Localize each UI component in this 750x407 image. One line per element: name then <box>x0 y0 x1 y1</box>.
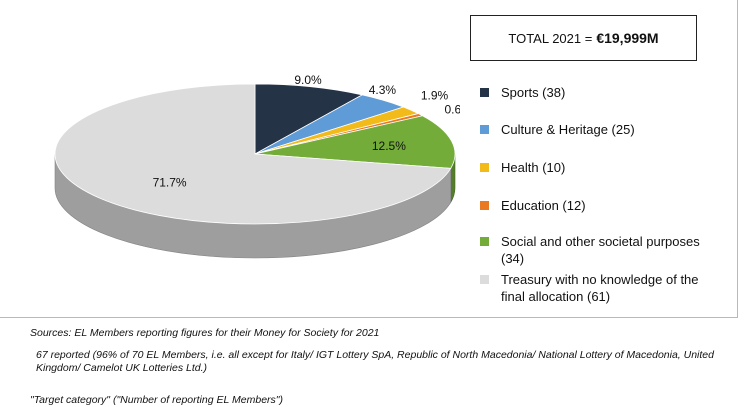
legend-swatch <box>480 163 489 172</box>
legend-swatch <box>480 275 489 284</box>
legend-item-treasury: Treasury with no knowledge of the final … <box>480 271 706 305</box>
pie-slice <box>254 115 456 169</box>
slice-value-label: 0.6% <box>445 103 460 117</box>
total-box: TOTAL 2021 = €19,999M <box>470 15 697 61</box>
key-note: "Target category" ("Number of reporting … <box>30 394 284 406</box>
legend-label: Education (12) <box>501 198 586 213</box>
legend-item-health: Health (10) <box>480 159 706 176</box>
footnotes: Sources: EL Members reporting figures fo… <box>30 327 740 406</box>
legend-label: Social and other societal purposes (34) <box>501 234 700 266</box>
legend-label: Sports (38) <box>501 85 566 100</box>
legend-label: Treasury with no knowledge of the final … <box>501 272 699 304</box>
slice-value-label: 9.0% <box>294 73 322 87</box>
legend-item-culture-heritage: Culture & Heritage (25) <box>480 121 706 138</box>
pie-chart-3d: 9.0% 4.3% 1.9%0.6% 12.5% 71.7% <box>54 73 460 259</box>
legend-label: Culture & Heritage (25) <box>501 122 635 137</box>
legend-swatch <box>480 201 489 210</box>
legend-swatch <box>480 237 489 246</box>
legend-swatch <box>480 125 489 134</box>
legend-item-social: Social and other societal purposes (34) <box>480 233 706 267</box>
chart-panel: 9.0% 4.3% 1.9%0.6% 12.5% 71.7% TOTAL 2021 = … <box>0 0 738 318</box>
total-value: €19,999M <box>596 30 659 46</box>
legend-swatch <box>480 88 489 97</box>
legend-item-sports: Sports (38) <box>480 84 706 101</box>
legend-item-education: Education (12) <box>480 197 706 214</box>
pie-slice <box>254 83 364 155</box>
total-label: TOTAL 2021 = <box>508 30 593 46</box>
slice-value-label: 12.5% <box>372 139 406 153</box>
sources-note: Sources: EL Members reporting figures fo… <box>30 327 380 339</box>
slice-value-label: 4.3% <box>369 83 397 97</box>
slice-value-label: 1.9% <box>421 89 449 103</box>
pie-slice <box>54 83 452 225</box>
slice-value-label: 71.7% <box>153 175 187 189</box>
reported-note: 67 reported (96% of 70 EL Members, i.e. … <box>36 349 714 374</box>
legend-label: Health (10) <box>501 160 566 175</box>
